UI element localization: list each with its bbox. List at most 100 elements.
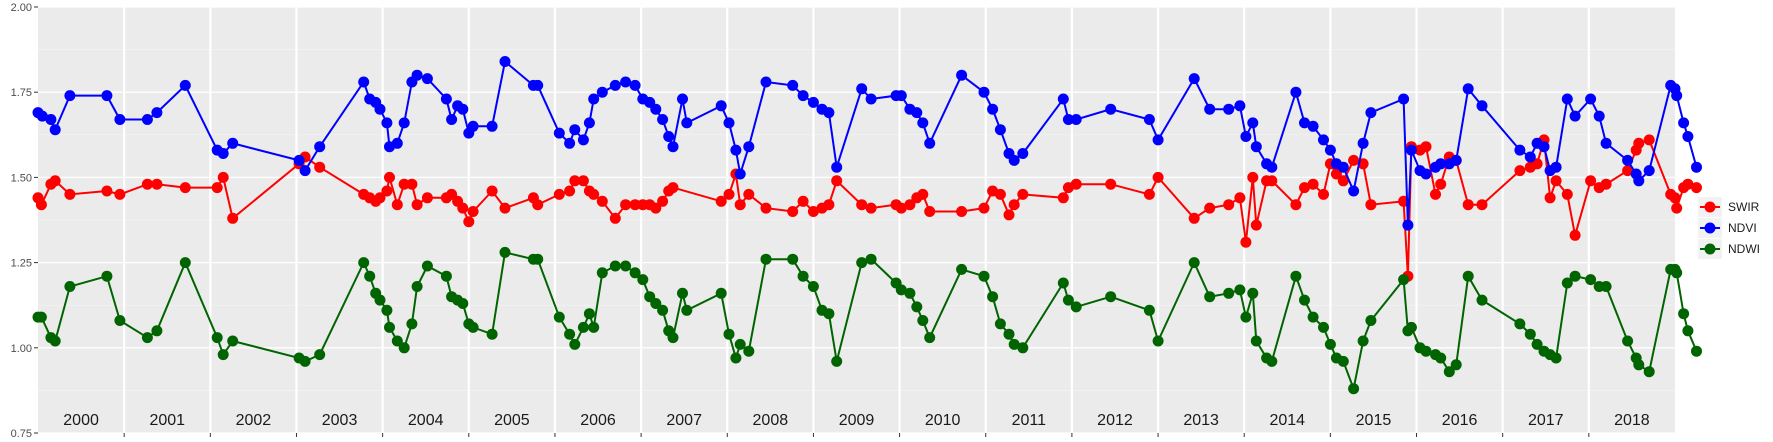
data-point (1348, 383, 1360, 395)
data-point (553, 311, 565, 323)
data-point (865, 93, 877, 105)
data-point (1318, 321, 1329, 333)
data-point (1223, 287, 1235, 299)
data-point (1324, 144, 1336, 156)
data-point (36, 110, 48, 122)
data-point (856, 83, 868, 95)
data-point (1307, 311, 1319, 323)
data-point (1143, 188, 1155, 200)
data-point (1290, 86, 1302, 98)
data-point (987, 103, 999, 115)
data-point (1240, 131, 1252, 142)
data-point (760, 76, 772, 88)
data-point (1600, 281, 1612, 292)
data-point (856, 257, 868, 269)
data-point (1365, 315, 1377, 326)
series-swir (32, 134, 1702, 282)
data-point (1476, 294, 1488, 306)
x-axis (123, 433, 1590, 437)
data-point (564, 137, 576, 149)
data-point (1250, 219, 1262, 231)
data-point (650, 103, 662, 115)
data-point (411, 281, 423, 292)
data-point (1234, 284, 1246, 296)
data-point (911, 301, 923, 313)
data-point (1057, 192, 1069, 204)
data-point (49, 124, 61, 136)
data-point (1337, 161, 1349, 173)
data-point (211, 332, 223, 344)
data-point (743, 141, 755, 153)
data-point (1643, 134, 1655, 146)
data-point (358, 257, 370, 269)
data-point (787, 206, 799, 217)
data-point (743, 345, 755, 357)
data-point (1204, 103, 1216, 115)
data-point (1569, 110, 1581, 122)
data-point (486, 120, 498, 132)
data-point (723, 328, 735, 340)
data-point (956, 69, 968, 81)
data-point (398, 117, 410, 129)
data-point (1152, 134, 1164, 146)
data-point (629, 79, 641, 91)
legend: SWIR NDVI NDWI (1698, 197, 1760, 259)
data-point (227, 212, 239, 224)
data-point (411, 69, 423, 81)
data-point (978, 86, 990, 98)
data-point (1290, 199, 1302, 211)
data-point (569, 338, 581, 350)
data-point (1633, 175, 1645, 187)
data-point (831, 355, 843, 367)
year-label: 2014 (1269, 412, 1305, 429)
data-point (457, 202, 469, 214)
data-point (1365, 107, 1377, 119)
data-point (904, 199, 916, 211)
data-point (1357, 137, 1369, 149)
data-point (1299, 117, 1310, 129)
data-point (807, 96, 819, 108)
data-point (1691, 161, 1702, 173)
year-label: 2010 (925, 412, 961, 429)
data-point (35, 199, 47, 211)
data-point (1691, 345, 1702, 357)
data-point (1324, 338, 1336, 350)
legend-label-swir: SWIR (1728, 200, 1760, 214)
data-point (677, 93, 688, 105)
data-point (1299, 182, 1310, 194)
data-point (1544, 192, 1556, 204)
data-point (1524, 328, 1536, 340)
data-point (797, 270, 809, 282)
data-point (583, 117, 595, 129)
data-point (1105, 291, 1117, 303)
data-point (1240, 236, 1252, 248)
data-point (1561, 93, 1573, 105)
data-point (1402, 219, 1414, 231)
data-point (1330, 168, 1342, 180)
data-point (650, 202, 662, 214)
data-point (179, 257, 191, 269)
data-point (299, 355, 311, 367)
data-point (588, 188, 600, 200)
data-point (1017, 342, 1029, 354)
data-point (384, 321, 395, 333)
data-point (577, 134, 589, 146)
data-point (391, 335, 403, 347)
data-point (1585, 274, 1597, 286)
data-point (1682, 131, 1694, 142)
data-point (994, 318, 1006, 330)
data-point (917, 117, 929, 129)
data-point (114, 315, 126, 326)
data-point (1569, 229, 1581, 241)
data-point (1669, 192, 1681, 204)
data-point (1585, 93, 1597, 105)
data-point (629, 267, 641, 279)
data-point (831, 161, 843, 173)
data-point (114, 114, 126, 125)
data-point (564, 185, 576, 197)
data-point (1514, 318, 1526, 330)
data-point (1593, 110, 1605, 122)
data-point (553, 127, 565, 139)
data-point (101, 185, 113, 197)
data-point (760, 253, 772, 265)
